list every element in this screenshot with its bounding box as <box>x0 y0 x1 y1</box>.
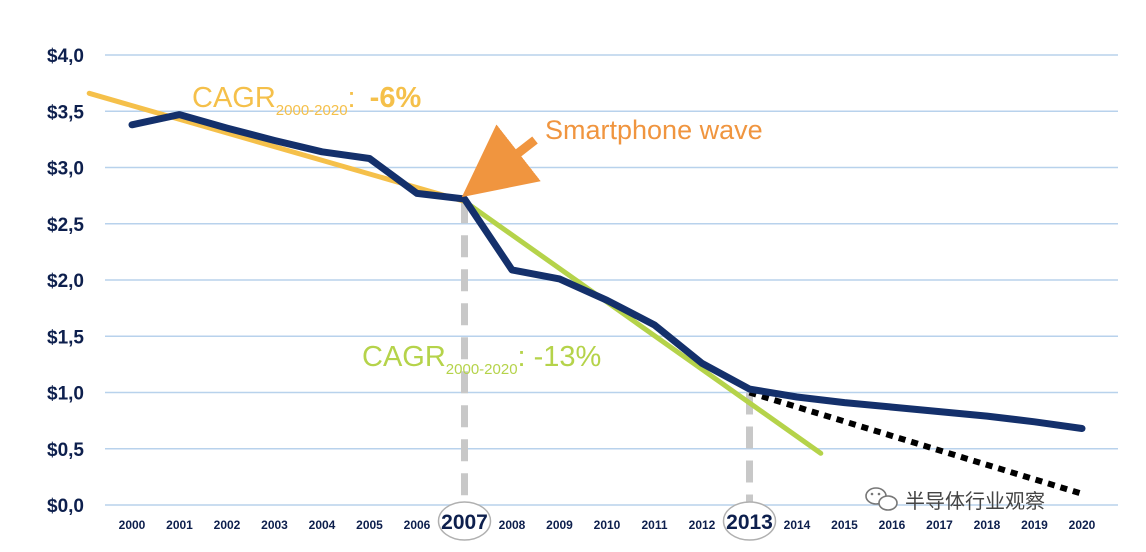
cagr-top-main: CAGR <box>192 82 276 114</box>
x-tick-label: 2008 <box>499 518 526 532</box>
highlight-oval <box>722 501 777 541</box>
x-tick-label: 2004 <box>309 518 336 532</box>
wechat-icon <box>865 487 898 511</box>
x-tick-label: 2014 <box>784 518 811 532</box>
x-tick-label: 2009 <box>546 518 573 532</box>
x-tick-label: 2005 <box>356 518 383 532</box>
cagr-top-annotation: CAGR2000-2020: -6% <box>192 82 421 119</box>
y-tick-label: $1,5 <box>47 327 84 348</box>
cagr-mid-sub: 2000-2020 <box>446 361 518 378</box>
y-tick-label: $2,0 <box>47 271 84 292</box>
x-tick-label: 2002 <box>214 518 241 532</box>
svg-text:CAGR2000-2020: -6%: CAGR2000-2020: -6% <box>192 82 421 119</box>
y-axis: $0,0 $0,5 $1,0 $1,5 $2,0 $2,5 $3,0 $3,5 $4,0 <box>47 46 84 517</box>
x-tick-label: 2010 <box>594 518 621 532</box>
year-markers <box>461 201 753 512</box>
series-line-2 <box>462 198 824 456</box>
x-tick-label-highlight: 2007 <box>441 511 488 534</box>
cagr-top-suffix: : <box>348 82 364 114</box>
series-line-3 <box>748 389 1083 497</box>
y-tick-label: $3,5 <box>47 102 84 123</box>
y-tick-label: $4,0 <box>47 46 84 67</box>
x-tick-label: 2000 <box>119 518 146 532</box>
smartphone-annotation: Smartphone wave <box>461 115 763 198</box>
cagr-top-value: -6% <box>370 82 422 114</box>
x-tick-label: 2018 <box>974 518 1001 532</box>
watermark-text: 半导体行业观察 <box>905 489 1045 513</box>
series-layer <box>86 90 1086 497</box>
x-tick-label: 2019 <box>1021 518 1048 532</box>
smartphone-arrow <box>461 124 541 198</box>
x-tick-label: 2006 <box>404 518 431 532</box>
cagr-mid-annotation: CAGR2000-2020: -13% <box>362 341 601 378</box>
highlight-oval <box>437 501 492 541</box>
y-tick-label: $3,0 <box>47 159 84 180</box>
x-tick-label: 2015 <box>831 518 858 532</box>
x-tick-label: 2003 <box>261 518 288 532</box>
x-tick-label: 2017 <box>926 518 953 532</box>
cagr-mid-suffix: : -13% <box>518 341 602 373</box>
x-tick-label: 2016 <box>879 518 906 532</box>
x-tick-label: 2012 <box>689 518 716 532</box>
y-tick-label: $0,5 <box>47 440 84 461</box>
x-tick-label: 2020 <box>1069 518 1096 532</box>
watermark: 半导体行业观察 <box>865 487 1045 513</box>
y-tick-label: $0,0 <box>47 496 84 517</box>
svg-text:CAGR2000-2020: -13%: CAGR2000-2020: -13% <box>362 341 601 378</box>
grid-lines <box>105 54 1118 506</box>
y-tick-label: $2,5 <box>47 215 84 236</box>
x-axis: 2000 2001 2002 2003 2004 2005 2006 2007 2008 2009… <box>119 501 1096 541</box>
x-tick-label: 2001 <box>166 518 193 532</box>
smartphone-label: Smartphone wave <box>545 115 763 145</box>
x-tick-label: 2011 <box>641 518 667 532</box>
x-tick-label-highlight: 2013 <box>726 511 773 534</box>
cagr-top-sub: 2000-2020 <box>276 102 348 119</box>
cagr-mid-main: CAGR <box>362 341 446 373</box>
y-tick-label: $1,0 <box>47 384 84 405</box>
series-line-0 <box>128 111 1086 432</box>
